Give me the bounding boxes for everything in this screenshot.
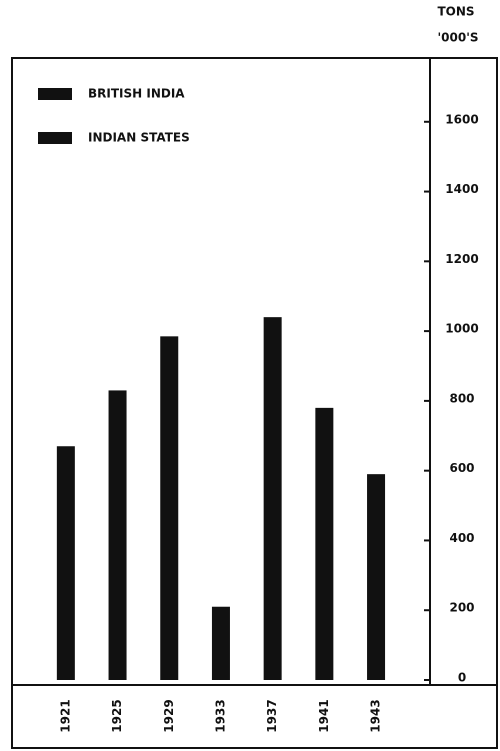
y-axis-label: '000'S	[437, 31, 478, 45]
bar	[263, 317, 282, 680]
bar	[315, 407, 334, 680]
category-panel	[11, 684, 498, 749]
x-tick-label: 1921	[58, 699, 72, 732]
y-axis-label: TONS	[437, 5, 474, 19]
bar	[160, 336, 179, 680]
plot-frame	[11, 57, 498, 686]
y-tick-label: 400	[449, 531, 474, 545]
y-tick-label: 1400	[445, 182, 478, 196]
x-tick-label: 1943	[369, 699, 383, 732]
x-tick-label: 1933	[213, 699, 227, 732]
legend-label: INDIAN STATES	[88, 131, 190, 145]
x-tick-label: 1937	[265, 699, 279, 732]
y-tick-label: 1200	[445, 252, 478, 266]
legend-swatch	[38, 88, 72, 100]
x-tick-label: 1929	[162, 699, 176, 732]
bar	[211, 606, 230, 680]
y-tick-label: 1000	[445, 322, 478, 336]
x-tick-label: 1941	[317, 699, 331, 732]
y-tick-label: 800	[449, 391, 474, 405]
y-tick-label: 600	[449, 461, 474, 475]
y-tick-label: 1600	[445, 112, 478, 126]
x-tick-label: 1925	[110, 699, 124, 732]
bar	[367, 474, 386, 680]
legend-label: BRITISH INDIA	[88, 87, 185, 101]
legend-swatch	[38, 132, 72, 144]
y-tick-label: 200	[449, 601, 474, 615]
bar	[108, 390, 127, 680]
bar	[56, 446, 75, 680]
y-tick-label: 0	[458, 671, 466, 685]
